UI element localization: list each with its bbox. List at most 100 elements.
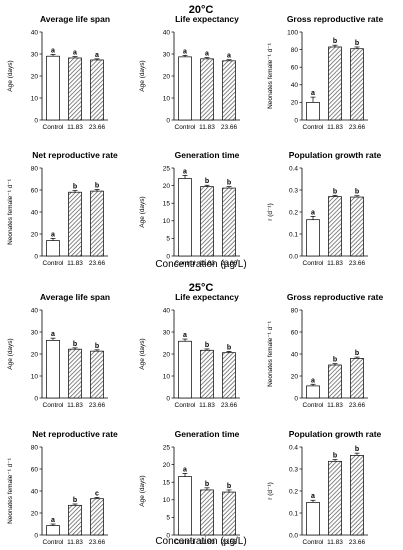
bar-11-83 xyxy=(68,191,82,257)
y-axis-label: r (d⁻¹) xyxy=(267,482,274,500)
y-axis-label: Neonates female⁻¹ d⁻¹ xyxy=(267,42,274,109)
significance-letter: a xyxy=(51,517,55,524)
x-tick-label: Control xyxy=(303,260,325,267)
chart-life-expectancy-25c: Life expectancy Age (days) 0 10 20 30 40 a Contr… xyxy=(139,292,240,409)
bar-control xyxy=(178,178,192,257)
x-tick-label: 23.66 xyxy=(349,260,366,267)
x-tick-label: 11.83 xyxy=(67,124,83,131)
y-tick-label: 0.1 xyxy=(289,510,298,517)
bar-11-83 xyxy=(68,57,82,121)
y-tick-label: 15 xyxy=(163,480,171,487)
x-tick-label: Control xyxy=(43,260,65,267)
bar-control xyxy=(46,525,60,536)
x-tick-label: 23.66 xyxy=(349,539,366,546)
y-tick-label: 0.2 xyxy=(289,209,298,216)
y-tick-label: 10 xyxy=(163,95,171,102)
y-tick-label: 0 xyxy=(294,117,298,124)
significance-letter: a xyxy=(51,231,55,238)
x-tick-label: 23.66 xyxy=(221,539,238,546)
significance-letter: b xyxy=(95,343,99,350)
significance-letter: b xyxy=(227,344,231,351)
significance-letter: a xyxy=(183,332,187,339)
y-tick-label: 0.3 xyxy=(289,466,298,473)
chart-net-reproductive-rate-25c: Net reproductive rate Neonates female⁻¹ d… xyxy=(7,429,118,546)
bar-23-66 xyxy=(222,491,236,536)
significance-letter: a xyxy=(227,53,231,60)
y-tick-label: 40 xyxy=(31,307,39,314)
y-axis-label: Neonates female⁻¹ d⁻¹ xyxy=(7,457,14,524)
panels: Average life span Age (days) 0 10 20 30 40 a Con… xyxy=(7,14,383,546)
significance-letter: b xyxy=(333,357,337,364)
y-tick-label: 40 xyxy=(291,351,299,358)
y-tick-label: 0.3 xyxy=(289,187,298,194)
significance-letter: b xyxy=(227,483,231,490)
x-tick-label: Control xyxy=(175,124,197,131)
x-axis-label-20c: Concentration (µg/L) xyxy=(155,259,246,270)
y-tick-label: 10 xyxy=(163,497,171,504)
y-tick-label: 40 xyxy=(31,209,39,216)
chart-title: Population growth rate xyxy=(289,429,382,439)
x-tick-label: 11.83 xyxy=(67,260,83,267)
x-tick-label: 23.66 xyxy=(349,124,366,131)
bar-23-66 xyxy=(350,455,364,536)
bar-11-83 xyxy=(328,196,342,257)
significance-letter: b xyxy=(205,342,209,349)
significance-letter: b xyxy=(73,497,77,504)
y-axis-label: Age (days) xyxy=(7,60,14,91)
significance-letter: b xyxy=(355,189,359,196)
y-tick-label: 0 xyxy=(166,395,170,402)
significance-letter: b xyxy=(333,188,337,195)
y-tick-label: 0 xyxy=(166,117,170,124)
y-tick-label: 60 xyxy=(31,466,39,473)
chart-average-life-span-25c: Average life span Age (days) 0 10 20 30 40 a Con… xyxy=(7,292,110,409)
chart-title: Average life span xyxy=(40,14,110,24)
y-tick-label: 100 xyxy=(287,29,298,36)
chart-title: Gross reproductive rate xyxy=(287,292,384,302)
chart-title: Life expectancy xyxy=(175,14,239,24)
y-tick-label: 5 xyxy=(166,236,170,243)
y-axis-label: Age (days) xyxy=(139,475,146,506)
x-tick-label: 23.66 xyxy=(221,402,238,409)
bar-23-66 xyxy=(350,48,364,121)
x-tick-label: 23.66 xyxy=(89,539,106,546)
significance-letter: b xyxy=(73,184,77,191)
x-tick-label: 11.83 xyxy=(327,124,343,131)
y-tick-label: 0 xyxy=(34,395,38,402)
y-tick-label: 30 xyxy=(163,329,171,336)
x-tick-label: 11.83 xyxy=(199,260,215,267)
y-tick-label: 10 xyxy=(163,373,171,380)
significance-letter: b xyxy=(205,481,209,488)
significance-letter: b xyxy=(73,341,77,348)
y-tick-label: 15 xyxy=(163,201,171,208)
chart-net-reproductive-rate-20c: Net reproductive rate Neonates female⁻¹ d… xyxy=(7,150,118,267)
y-tick-label: 20 xyxy=(163,462,171,469)
x-tick-label: Control xyxy=(175,260,197,267)
significance-letter: b xyxy=(355,350,359,357)
x-tick-label: 11.83 xyxy=(199,539,215,546)
significance-letter: a xyxy=(51,47,55,54)
y-tick-label: 10 xyxy=(31,95,39,102)
bar-11-83 xyxy=(328,46,342,121)
x-tick-label: Control xyxy=(303,539,325,546)
y-tick-label: 0 xyxy=(34,532,38,539)
y-tick-label: 80 xyxy=(291,307,299,314)
x-tick-label: 23.66 xyxy=(221,124,238,131)
significance-letter: a xyxy=(95,52,99,59)
chart-generation-time-25c: Generation time Age (days) 0 5 10 15 20 25 a Cont… xyxy=(139,429,240,546)
y-tick-label: 0.0 xyxy=(289,253,298,260)
bar-23-66 xyxy=(350,196,364,257)
x-tick-label: 11.83 xyxy=(67,402,83,409)
bar-11-83 xyxy=(200,186,214,257)
y-tick-label: 5 xyxy=(166,515,170,522)
x-axis-label-25c: Concentration (µg/L) xyxy=(155,536,246,547)
y-tick-label: 0.0 xyxy=(289,532,298,539)
significance-letter: c xyxy=(95,490,99,497)
y-tick-label: 0 xyxy=(294,395,298,402)
y-tick-label: 0 xyxy=(166,253,170,260)
y-tick-label: 20 xyxy=(163,183,171,190)
bar-control xyxy=(306,219,320,257)
chart-title: Generation time xyxy=(175,150,240,160)
y-tick-label: 20 xyxy=(31,231,39,238)
bar-control xyxy=(46,340,60,399)
y-tick-label: 20 xyxy=(163,73,171,80)
